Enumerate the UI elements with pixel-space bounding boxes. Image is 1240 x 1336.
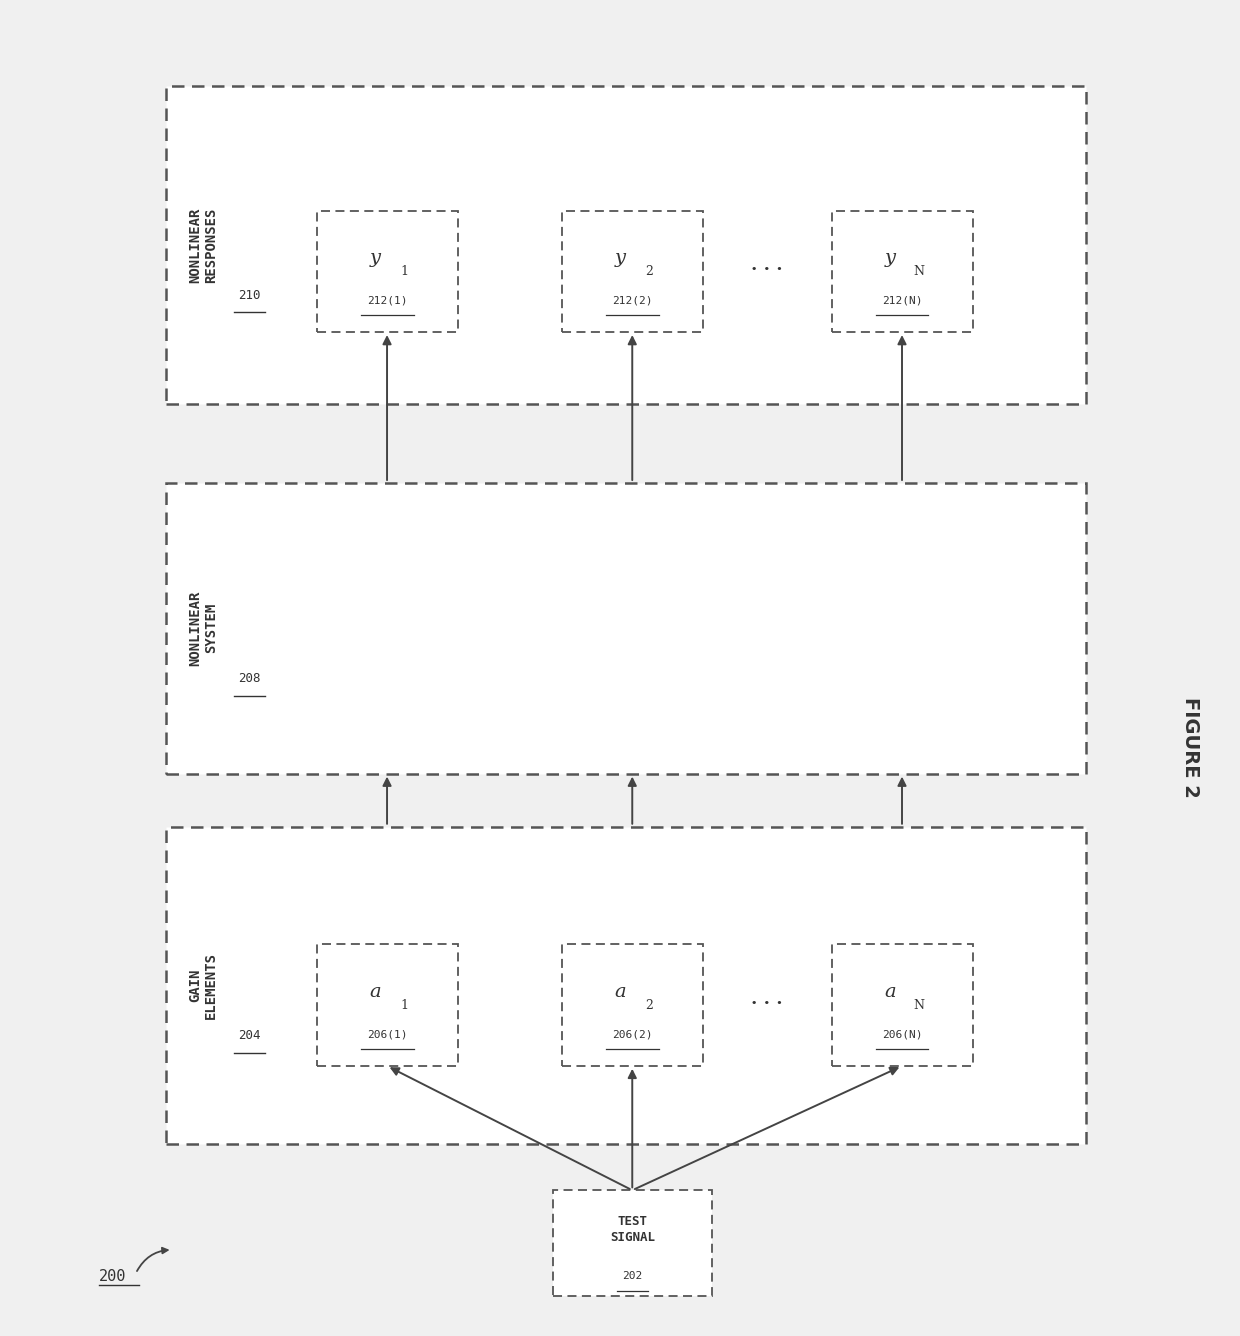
Bar — [166, 482, 1086, 774]
Text: . . .: . . . — [751, 255, 782, 274]
Text: 208: 208 — [238, 672, 260, 685]
Text: 210: 210 — [238, 289, 260, 302]
Text: 206(2): 206(2) — [613, 1029, 652, 1039]
Bar — [166, 827, 1086, 1144]
Text: 2: 2 — [646, 998, 653, 1011]
Text: N: N — [914, 998, 925, 1011]
Text: 212(N): 212(N) — [882, 295, 923, 306]
Text: 200: 200 — [99, 1269, 126, 1284]
Bar — [316, 945, 458, 1066]
Bar — [316, 211, 458, 333]
Bar — [562, 945, 703, 1066]
Text: 2: 2 — [646, 265, 653, 278]
Text: 206(1): 206(1) — [367, 1029, 407, 1039]
Text: NONLINEAR
SYSTEM: NONLINEAR SYSTEM — [188, 591, 218, 667]
Text: N: N — [914, 265, 925, 278]
Bar — [562, 211, 703, 333]
Text: 204: 204 — [238, 1029, 260, 1042]
Text: y: y — [884, 248, 895, 267]
Text: . . .: . . . — [751, 990, 782, 1007]
Text: 212(2): 212(2) — [613, 295, 652, 306]
Text: a: a — [614, 983, 626, 1001]
Bar — [553, 1190, 712, 1296]
Bar — [832, 945, 972, 1066]
Text: FIGURE 2: FIGURE 2 — [1180, 697, 1199, 798]
Text: TEST
SIGNAL: TEST SIGNAL — [610, 1216, 655, 1244]
Text: y: y — [615, 248, 625, 267]
Text: 1: 1 — [401, 265, 408, 278]
Text: a: a — [370, 983, 381, 1001]
Text: a: a — [884, 983, 895, 1001]
Text: y: y — [370, 248, 381, 267]
Bar — [832, 211, 972, 333]
Text: 206(N): 206(N) — [882, 1029, 923, 1039]
Text: 1: 1 — [401, 998, 408, 1011]
Bar — [166, 87, 1086, 403]
Text: NONLINEAR
RESPONSES: NONLINEAR RESPONSES — [188, 207, 218, 283]
Text: 212(1): 212(1) — [367, 295, 407, 306]
Text: 202: 202 — [622, 1271, 642, 1281]
Text: GAIN
ELEMENTS: GAIN ELEMENTS — [188, 951, 218, 1019]
